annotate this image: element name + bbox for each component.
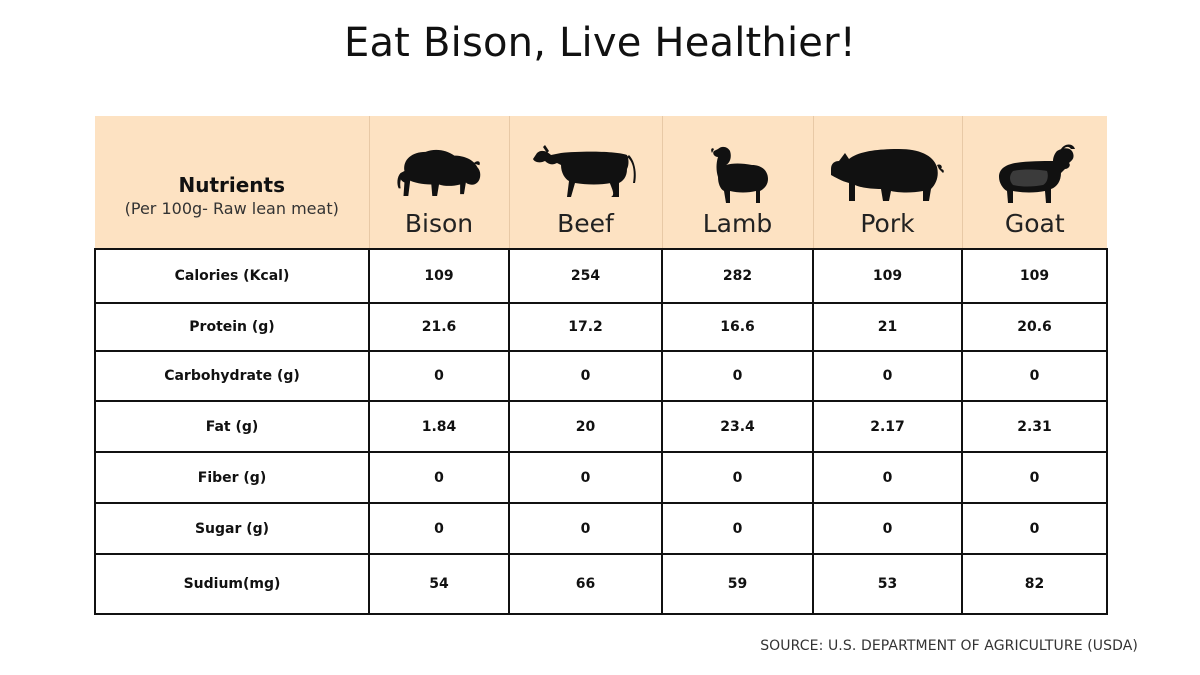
cell-lamb: 282 [661,248,814,304]
cell-beef: 0 [508,502,663,555]
row-label: Fat (g) [94,400,370,453]
cell-bison: 54 [368,553,510,615]
cell-lamb: 0 [661,451,814,504]
animal-header-goat: Goat [961,116,1107,249]
cell-pork: 109 [812,248,963,304]
table-row: Fat (g) 1.84 20 23.4 2.17 2.31 [94,400,1108,453]
cell-bison: 1.84 [368,400,510,453]
sheep-icon [710,146,768,203]
cell-bison: 0 [368,502,510,555]
cell-goat: 82 [961,553,1108,615]
cell-goat: 0 [961,451,1108,504]
animal-header-lamb: Lamb [661,116,813,249]
animal-label-goat: Goat [1004,209,1065,238]
table-row: Sudium(mg) 54 66 59 53 82 [94,553,1108,615]
cell-lamb: 0 [661,350,814,402]
nutrients-header: Nutrients (Per 100g- Raw lean meat) [95,116,369,249]
animal-label-pork: Pork [860,209,915,238]
animal-label-lamb: Lamb [702,209,773,238]
table-row: Calories (Kcal) 109 254 282 109 109 [94,248,1108,304]
cow-icon [532,145,636,197]
table-row: Fiber (g) 0 0 0 0 0 [94,451,1108,504]
animal-header-pork: Pork [812,116,962,249]
row-label: Protein (g) [94,302,370,352]
cell-pork: 2.17 [812,400,963,453]
animal-header-bison: Bison [368,116,509,249]
cell-goat: 2.31 [961,400,1108,453]
row-label: Fiber (g) [94,451,370,504]
pig-icon [830,149,944,201]
row-label: Sugar (g) [94,502,370,555]
cell-bison: 0 [368,451,510,504]
cell-bison: 0 [368,350,510,402]
cell-beef: 254 [508,248,663,304]
cell-pork: 53 [812,553,963,615]
cell-pork: 0 [812,451,963,504]
cell-lamb: 59 [661,553,814,615]
animal-label-bison: Bison [404,209,474,238]
cell-goat: 109 [961,248,1108,304]
cell-goat: 0 [961,350,1108,402]
cell-beef: 0 [508,350,663,402]
cell-bison: 21.6 [368,302,510,352]
cell-beef: 0 [508,451,663,504]
source-note: SOURCE: U.S. DEPARTMENT OF AGRICULTURE (… [760,638,1138,654]
nutrients-sub-label: (Per 100g- Raw lean meat) [124,199,339,218]
header-row: Nutrients (Per 100g- Raw lean meat) Biso… [95,116,1107,249]
page-title: Eat Bison, Live Healthier! [344,20,856,66]
cell-lamb: 16.6 [661,302,814,352]
row-label: Calories (Kcal) [94,248,370,304]
row-label: Sudium(mg) [94,553,370,615]
table-row: Sugar (g) 0 0 0 0 0 [94,502,1108,555]
row-label: Carbohydrate (g) [94,350,370,402]
bison-icon [397,149,481,196]
nutrition-table: Nutrients (Per 100g- Raw lean meat) Biso… [94,116,1108,615]
cell-goat: 20.6 [961,302,1108,352]
cell-goat: 0 [961,502,1108,555]
nutrients-label: Nutrients [178,173,286,197]
cell-beef: 20 [508,400,663,453]
cell-pork: 21 [812,302,963,352]
cell-pork: 0 [812,502,963,555]
table-row: Carbohydrate (g) 0 0 0 0 0 [94,350,1108,402]
cell-lamb: 0 [661,502,814,555]
cell-pork: 0 [812,350,963,402]
cell-beef: 66 [508,553,663,615]
animal-header-beef: Beef [508,116,662,249]
table-row: Protein (g) 21.6 17.2 16.6 21 20.6 [94,302,1108,352]
goat-icon [998,144,1075,203]
cell-bison: 109 [368,248,510,304]
cell-beef: 17.2 [508,302,663,352]
animal-label-beef: Beef [557,209,614,238]
cell-lamb: 23.4 [661,400,814,453]
